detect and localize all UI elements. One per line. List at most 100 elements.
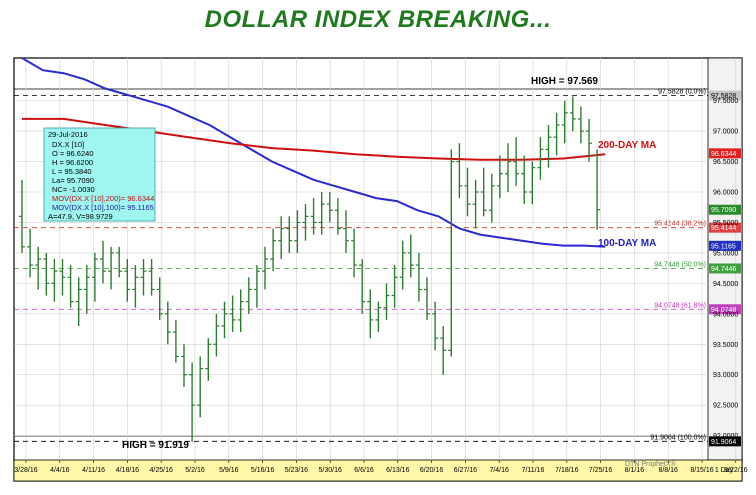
fib-label-4: 91.9064 (100.0%) [650, 434, 706, 441]
ohlc-bar [545, 125, 552, 168]
annotation-100-day-ma: 100-DAY MA [598, 238, 656, 249]
ohlc-bar [561, 100, 568, 144]
ohlc-bar [472, 179, 479, 229]
ohlc-bar [229, 295, 236, 333]
ohlc-bar [213, 313, 220, 357]
legend-bg [43, 127, 156, 222]
ohlc-bar [156, 277, 163, 320]
ohlc-bar [326, 192, 333, 223]
y-tick-label-4: 94.0000 [713, 311, 738, 318]
ohlc-bar [569, 96, 576, 132]
ohlc-bar [116, 246, 123, 278]
fib-label-3: 94.0748 (61.8%) [654, 302, 706, 309]
ohlc-bar [577, 106, 584, 144]
ohlc-bar [383, 283, 390, 320]
price-tag-bg-6 [709, 304, 741, 315]
price-tag-label-4: 95.4144 [711, 225, 736, 232]
ohlc-bar [375, 301, 382, 333]
ohlc-bar [334, 198, 341, 235]
ohlc-bar [521, 155, 528, 205]
ohlc-bar [456, 143, 463, 199]
x-tick-label-18: 8/1/16 [625, 467, 645, 474]
price-tag-label-7: 91.9064 [711, 439, 736, 446]
ohlc-bar [391, 265, 398, 308]
ohlc-bar [464, 167, 471, 217]
ohlc-bar [529, 161, 536, 205]
ohlc-bar [189, 362, 196, 442]
ohlc-bar [488, 173, 495, 223]
legend-mov-200: MOV(DX.X [10],200)= 96.6344 [52, 194, 154, 203]
x-tick-label-4: 4/25/16 [150, 467, 173, 474]
annotation-high-top: HIGH = 97.569 [531, 76, 598, 87]
chart-title: DOLLAR INDEX BREAKING... [204, 6, 552, 33]
annotation-high-bottom: HIGH = 91.919 [122, 440, 189, 451]
date-axis-bg [13, 459, 743, 482]
ohlc-bar [59, 259, 66, 296]
price-tag-label-1: 96.6344 [711, 151, 736, 158]
ohlc-bar [537, 137, 544, 180]
ohlc-bar [108, 246, 115, 290]
ohlc-bar [35, 246, 42, 290]
ohlc-bar [318, 192, 325, 235]
ohlc-bar [270, 228, 277, 272]
ma-series-line-0 [21, 57, 606, 248]
y-tick-label-3: 93.5000 [713, 342, 738, 349]
price-tag-label-6: 94.0748 [711, 307, 736, 314]
price-tag-bg-0 [709, 90, 741, 101]
y-tick-label-0: 92.0000 [713, 433, 738, 440]
legend-mov-100: MOV(DX.X [10],100)= 95.1165 [52, 203, 154, 212]
legend-stats: A=47.9, V=98.9729 [48, 212, 113, 221]
ohlc-bar [140, 259, 147, 296]
x-tick-label-12: 6/20/16 [420, 467, 443, 474]
x-tick-label-8: 5/23/16 [285, 467, 308, 474]
price-scale-bg [707, 57, 743, 461]
ohlc-bar [237, 289, 244, 333]
price-tag-bg-5 [709, 263, 741, 274]
x-tick-label-17: 7/25/16 [589, 467, 612, 474]
ohlc-bar [286, 216, 293, 253]
ohlc-bar [415, 252, 422, 302]
ohlc-bar [480, 167, 487, 217]
ohlc-bar [294, 210, 301, 253]
ohlc-bar [553, 112, 560, 156]
ohlc-bar [253, 265, 260, 308]
price-tag-label-5: 94.7446 [711, 266, 736, 273]
ohlc-bar [221, 301, 228, 339]
x-tick-label-14: 7/4/16 [489, 467, 509, 474]
ohlc-bar [513, 137, 520, 186]
price-tag-bg-7 [709, 436, 741, 447]
legend-line-0: 29-Jul-2016 [48, 130, 88, 139]
x-tick-label-11: 6/13/16 [386, 467, 409, 474]
ohlc-bar [19, 179, 25, 253]
ohlc-bar [440, 326, 447, 375]
ohlc-bar [132, 265, 139, 308]
ohlc-bar [448, 149, 455, 357]
price-tag-bg-4 [709, 222, 741, 233]
ohlc-bar [359, 259, 366, 314]
y-tick-label-2: 93.0000 [713, 372, 738, 379]
x-tick-label-15: 7/11/16 [522, 467, 545, 474]
x-tick-label-21: 8/22/16 [724, 467, 747, 474]
y-tick-label-11: 97.5000 [713, 98, 738, 105]
ohlc-bar [399, 240, 406, 290]
fib-label-1: 95.4144 (38.2%) [654, 221, 706, 228]
x-tick-label-10: 6/6/16 [354, 467, 374, 474]
ohlc-bar [505, 143, 511, 192]
ohlc-bar [302, 204, 309, 241]
ohlc-bar [432, 301, 439, 351]
ohlc-bar [181, 344, 187, 387]
ohlc-bar [197, 356, 204, 418]
plot-frame [13, 57, 743, 482]
y-tick-label-10: 97.0000 [713, 129, 738, 136]
y-tick-label-9: 96.5000 [713, 159, 738, 166]
y-tick-label-5: 94.5000 [713, 281, 738, 288]
ohlc-bar [496, 155, 503, 199]
y-tick-label-7: 95.5000 [713, 220, 738, 227]
legend-line-1: DX.X [10] [52, 140, 84, 149]
ohlc-bar [351, 228, 358, 278]
ohlc-bar [586, 118, 592, 162]
x-tick-label-19: 8/8/16 [658, 467, 678, 474]
price-tag-bg-1 [709, 148, 741, 159]
x-tick-label-2: 4/11/16 [82, 467, 105, 474]
ohlc-bar [164, 301, 171, 345]
